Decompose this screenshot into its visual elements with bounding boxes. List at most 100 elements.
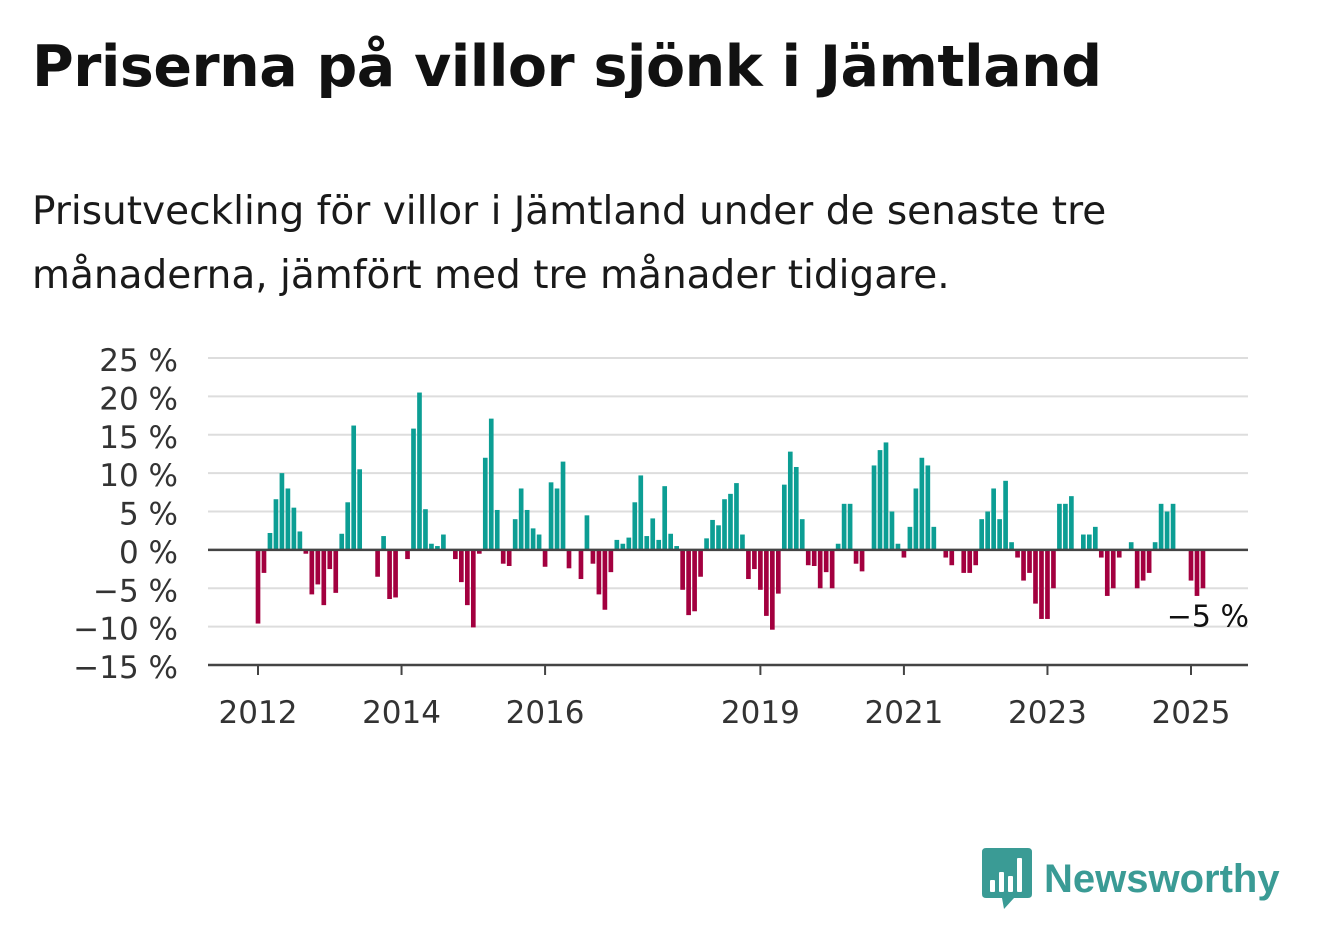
bar [381,536,386,550]
bar [1146,549,1152,573]
bar [578,549,584,580]
bar [931,526,937,550]
chart-subtitle: Prisutveckling för villor i Jämtland und… [32,189,1107,298]
bar [333,549,339,593]
bar [853,549,859,564]
bar [494,509,500,550]
bar [1021,549,1026,581]
y-tick-label: 15 % [99,420,178,456]
bar [770,549,775,630]
bar [943,549,949,558]
bar [620,543,626,550]
bar [393,549,398,598]
bar [488,418,494,550]
bar [764,549,769,616]
bar [919,457,925,550]
bar [949,549,955,566]
bar [584,515,590,550]
bar [548,482,554,550]
bar [1194,549,1200,596]
bar [1033,549,1038,604]
bar [740,534,745,550]
bar [632,502,638,550]
bar [441,534,446,550]
bar [285,488,291,550]
bar [799,519,805,550]
bar [871,465,877,550]
x-tick-label: 2016 [506,695,585,731]
bar [1200,549,1206,589]
bar [309,549,315,595]
bar [500,549,506,564]
bar [674,546,679,550]
bar [1104,549,1110,596]
bar [1140,549,1146,581]
bar [602,549,608,610]
bar [470,549,476,628]
bar [829,549,835,589]
bar [339,533,345,550]
newsworthy-logo-icon [982,848,1032,909]
newsworthy-logo: Newsworthy [982,848,1280,910]
bar [650,518,656,550]
bar [417,392,422,550]
bar [566,549,572,569]
bar [327,549,333,570]
bar [423,509,428,550]
y-tick-label: 5 % [119,497,178,533]
newsworthy-logo-text: Newsworthy [1044,856,1280,901]
bar [1152,542,1158,550]
bar [680,549,685,590]
bar-chart: 25 %20 %15 %10 %5 %0 %−5 %−10 %−15 %2012… [73,343,1249,731]
bar [877,450,883,550]
bar [267,532,273,550]
bar [997,519,1002,550]
bar [255,549,261,624]
bar [345,502,351,550]
x-tick-label: 2014 [362,695,441,731]
bar [758,549,763,590]
bar [614,539,620,550]
bar [835,543,841,550]
bar [1170,503,1176,550]
bar [1051,549,1056,589]
bar [734,483,739,550]
bar [476,549,482,554]
bar [261,549,267,573]
bar [608,549,614,573]
y-tick-label: 10 % [99,458,178,494]
chart-title: Priserna på villor sjönk i Jämtland [32,34,1102,100]
bar [1086,534,1092,550]
bar [704,538,709,550]
bar [524,509,530,550]
bar [859,549,865,572]
last-value-label: −5 % [1167,599,1249,634]
bar [435,546,440,550]
bar [1039,549,1044,619]
bar [787,451,793,550]
bar [596,549,602,595]
bar [722,499,727,550]
bar [291,507,297,550]
y-tick-label: 25 % [99,343,178,379]
bar [405,549,410,560]
bar [1128,542,1134,550]
bar [411,428,416,550]
bar [811,549,817,566]
bar [710,519,715,550]
bar [692,549,697,612]
x-tick-label: 2019 [721,695,800,731]
bar [1015,549,1020,558]
bar [698,549,703,577]
bar [512,519,518,550]
bar [638,475,644,550]
bar [901,549,907,558]
bar [1009,542,1014,550]
bar [1057,503,1062,550]
bar [841,503,847,550]
y-tick-label: −5 % [93,573,178,609]
bar [991,488,996,550]
bar [1045,549,1050,619]
bar [913,488,919,550]
bar [590,549,596,564]
